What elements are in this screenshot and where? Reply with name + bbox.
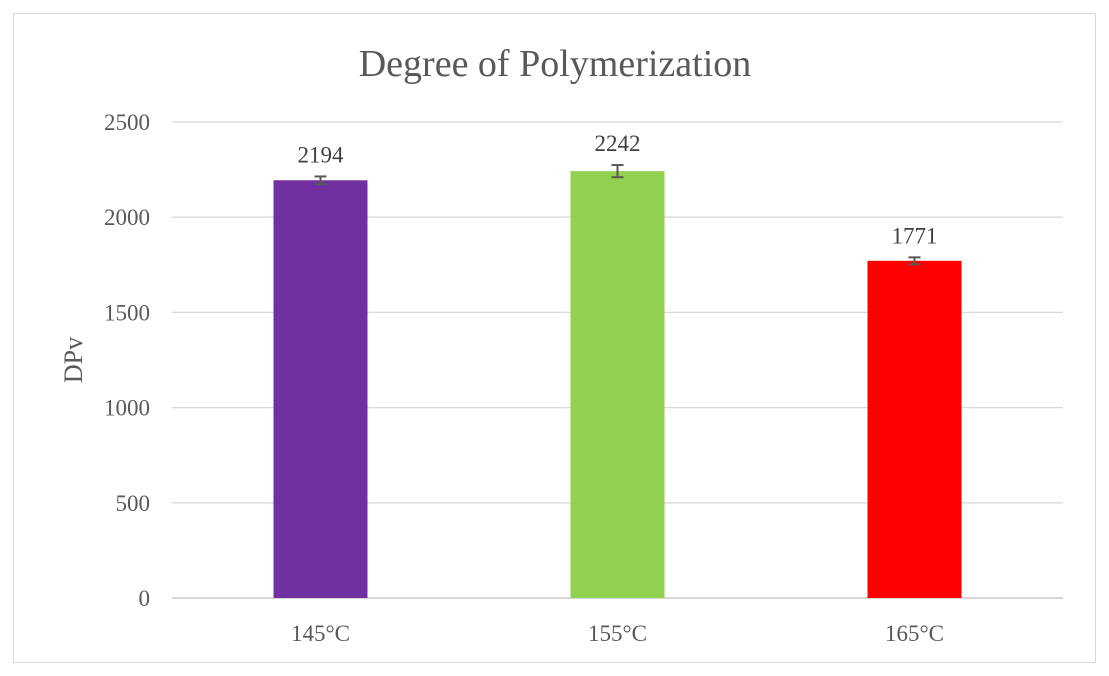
- y-tick-label: 1500: [104, 300, 150, 325]
- x-tick-label: 155°C: [588, 621, 647, 646]
- bar: [570, 171, 665, 598]
- y-tick-label: 2000: [104, 205, 150, 230]
- bars: [273, 171, 962, 599]
- data-label: 2242: [595, 131, 641, 156]
- x-tick-label: 165°C: [885, 621, 944, 646]
- bar: [867, 260, 962, 598]
- y-tick-label: 1000: [104, 396, 150, 421]
- y-tick-label: 2500: [104, 110, 150, 135]
- error-bars: [314, 164, 921, 266]
- y-tick-label: 500: [116, 491, 151, 516]
- data-label: 2194: [298, 142, 345, 167]
- y-tick-label: 0: [139, 586, 151, 611]
- data-labels: 2194 2242 1771: [298, 131, 938, 248]
- x-axis-ticks: 145°C 155°C 165°C: [291, 621, 944, 646]
- y-axis-ticks: 0 500 1000 1500 2000 2500: [104, 110, 150, 611]
- bar: [273, 180, 368, 599]
- chart-title: Degree of Polymerization: [359, 43, 752, 85]
- data-label: 1771: [892, 223, 938, 248]
- y-axis-title: DPv: [59, 337, 88, 383]
- x-tick-label: 145°C: [291, 621, 350, 646]
